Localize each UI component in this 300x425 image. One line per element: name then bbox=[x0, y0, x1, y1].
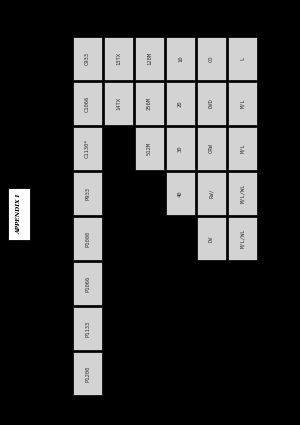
Bar bbox=[73, 127, 102, 170]
Bar bbox=[166, 82, 195, 125]
Text: 13TX: 13TX bbox=[116, 52, 121, 65]
Text: L: L bbox=[240, 57, 245, 60]
Text: P1200: P1200 bbox=[85, 366, 90, 382]
Text: P1133: P1133 bbox=[85, 320, 90, 337]
Text: 20: 20 bbox=[178, 100, 183, 107]
Bar bbox=[228, 37, 257, 80]
Text: M/L/WL: M/L/WL bbox=[240, 229, 245, 248]
Text: P933: P933 bbox=[85, 187, 90, 200]
Bar bbox=[73, 352, 102, 395]
Bar bbox=[197, 217, 226, 260]
Bar bbox=[228, 217, 257, 260]
Bar bbox=[166, 127, 195, 170]
Bar bbox=[197, 37, 226, 80]
Bar bbox=[135, 82, 164, 125]
Text: 256M: 256M bbox=[147, 97, 152, 110]
Bar bbox=[104, 82, 133, 125]
Bar bbox=[166, 37, 195, 80]
Text: DV: DV bbox=[209, 235, 214, 242]
Bar bbox=[104, 37, 133, 80]
Bar bbox=[135, 127, 164, 170]
Text: 10: 10 bbox=[178, 55, 183, 62]
Text: APPENDIX I: APPENDIX I bbox=[16, 194, 22, 234]
Bar bbox=[72, 36, 258, 396]
Bar bbox=[197, 82, 226, 125]
Text: C1130*: C1130* bbox=[85, 139, 90, 158]
Text: C1066: C1066 bbox=[85, 95, 90, 112]
Text: DVD: DVD bbox=[209, 99, 214, 108]
Bar bbox=[228, 82, 257, 125]
Bar bbox=[73, 172, 102, 215]
Bar bbox=[8, 188, 30, 240]
Text: RW/: RW/ bbox=[209, 189, 214, 198]
Bar bbox=[73, 37, 102, 80]
Bar bbox=[73, 82, 102, 125]
Bar bbox=[135, 37, 164, 80]
Text: 128M: 128M bbox=[147, 52, 152, 65]
Text: 512M: 512M bbox=[147, 142, 152, 155]
Text: 30: 30 bbox=[178, 145, 183, 152]
Bar bbox=[228, 127, 257, 170]
Text: M/L: M/L bbox=[240, 99, 245, 108]
Text: P1066: P1066 bbox=[85, 275, 90, 292]
Text: 40: 40 bbox=[178, 190, 183, 197]
Bar bbox=[166, 172, 195, 215]
Text: C933: C933 bbox=[85, 52, 90, 65]
Text: CRW: CRW bbox=[209, 144, 214, 153]
Bar bbox=[73, 307, 102, 350]
Bar bbox=[228, 172, 257, 215]
Text: CD: CD bbox=[209, 55, 214, 62]
Bar bbox=[197, 127, 226, 170]
Bar bbox=[197, 172, 226, 215]
Text: 14TX: 14TX bbox=[116, 97, 121, 110]
Bar bbox=[73, 217, 102, 260]
Bar bbox=[73, 262, 102, 305]
Text: M/L: M/L bbox=[240, 144, 245, 153]
Text: M/L/WL: M/L/WL bbox=[240, 184, 245, 203]
Text: P1000: P1000 bbox=[85, 230, 90, 246]
